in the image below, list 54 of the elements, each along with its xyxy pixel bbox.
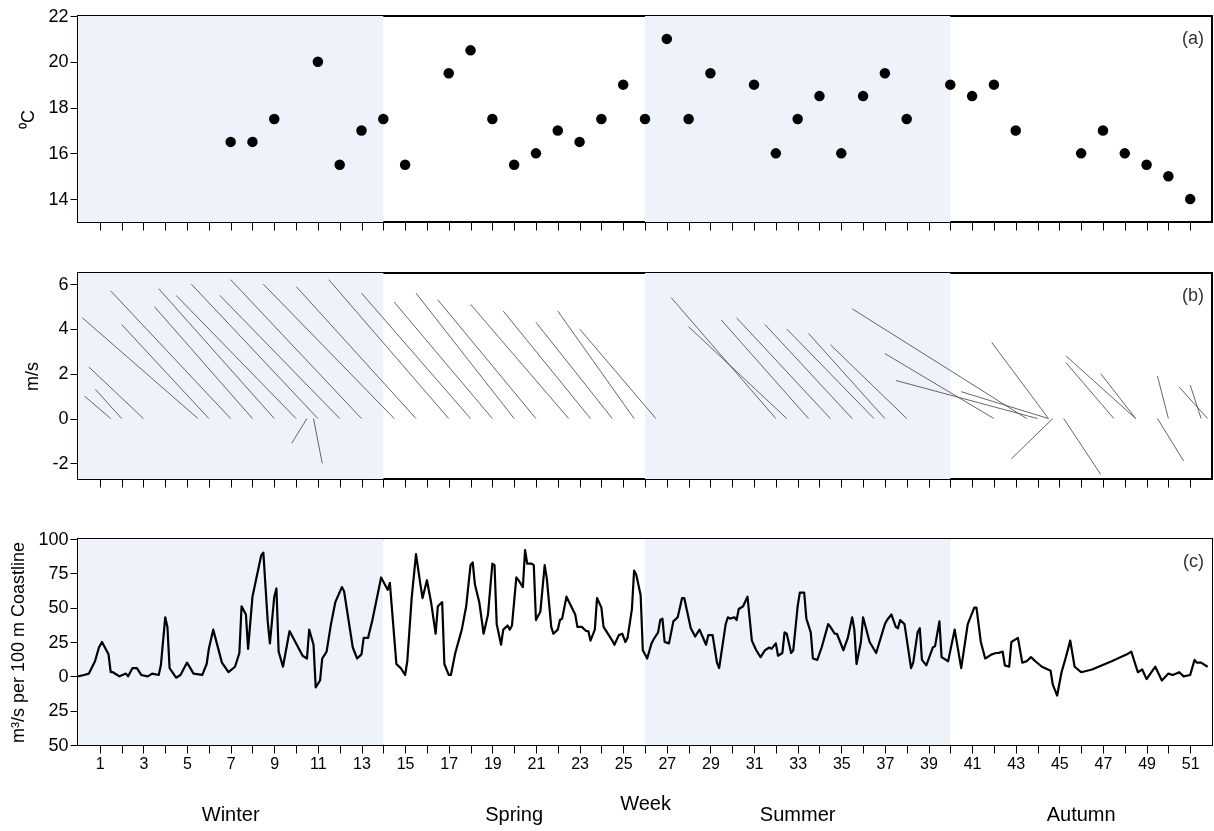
y-axis-title: ⁰C [18,110,39,129]
y-axis-title: m³/s per 100 m Coastline [8,541,29,744]
band-label: Summer [759,803,836,825]
x-tick-label: 23 [571,754,590,772]
y-tick-label: 22 [48,5,69,26]
band-label: Winter [201,803,260,825]
y-tick-label: 18 [48,97,69,118]
x-tick-label: 5 [183,754,193,772]
y-axis-title: m/s [22,362,43,391]
x-tick-label: 27 [658,754,677,772]
annotation: (c) [1183,551,1204,571]
x-tick-label: 37 [876,754,895,772]
y-tick-label: 0 [58,408,69,429]
y-tick-label: -2 [52,452,69,473]
x-tick-label: 45 [1050,754,1069,772]
x-tick-label: 47 [1094,754,1113,772]
x-tick-label: 3 [139,754,149,772]
y-tick-label: 25 [48,631,69,652]
x-tick-label: 39 [920,754,938,772]
band-label: Spring [485,803,544,825]
y-tick-label: 2 [58,363,69,384]
x-tick-label: 15 [396,754,415,772]
x-axis-title: Week [620,791,672,814]
y-tick-label: 16 [48,142,69,163]
x-tick-label: 21 [527,754,546,772]
y-tick-label: 50 [48,734,69,755]
x-tick-label: 13 [353,754,371,772]
x-tick-label: 17 [440,754,459,772]
x-tick-label: 43 [1007,754,1026,772]
y-tick-label: 25 [48,700,69,721]
x-tick-label: 19 [483,754,502,772]
y-tick-label: 100 [38,528,69,549]
annotation: (a) [1182,28,1204,48]
x-tick-label: 31 [745,754,764,772]
y-tick-label: 14 [48,188,69,209]
y-tick-label: 6 [58,273,69,294]
x-tick-label: 49 [1138,754,1157,772]
x-tick-label: 29 [702,754,720,772]
x-tick-label: 51 [1181,754,1200,772]
x-tick-label: 25 [614,754,633,772]
x-tick-label: 33 [789,754,808,772]
y-tick-label: 4 [58,318,69,339]
y-tick-label: 20 [48,51,69,72]
y-tick-label: 50 [48,597,69,618]
band-label: Autumn [1046,803,1116,825]
y-tick-label: 0 [58,665,69,686]
x-tick-label: 41 [963,754,982,772]
y-tick-label: 75 [48,562,69,583]
x-tick-label: 11 [310,754,327,772]
x-tick-label: 1 [95,754,105,772]
x-tick-label: 35 [832,754,851,772]
annotation: (b) [1182,285,1204,305]
x-tick-label: 9 [270,754,280,772]
x-tick-label: 7 [226,754,236,772]
